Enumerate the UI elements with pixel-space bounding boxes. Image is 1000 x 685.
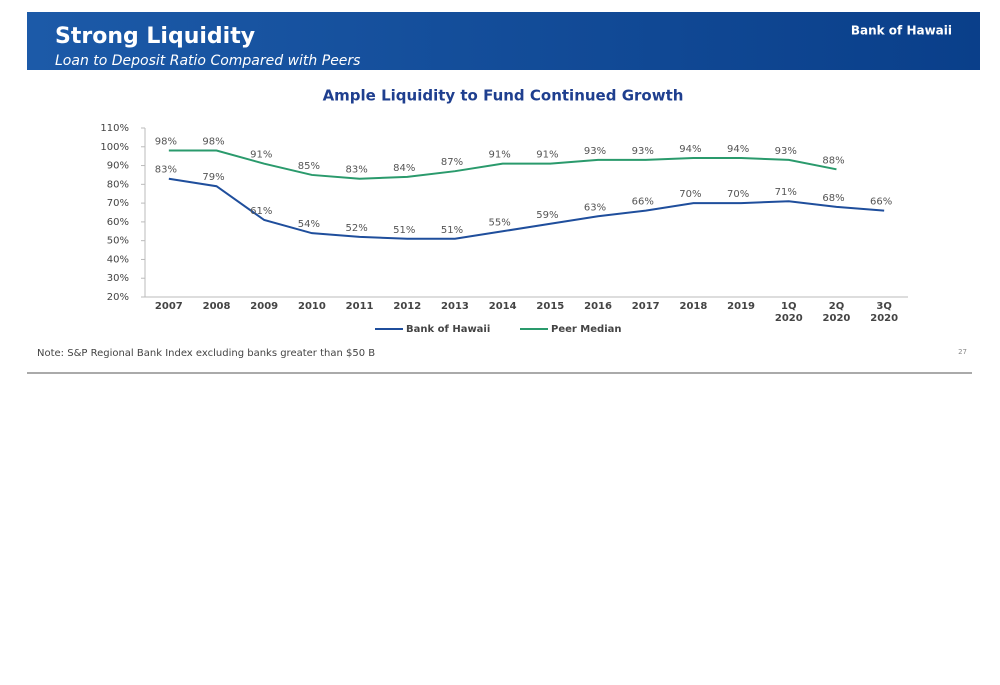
- data-label: 68%: [822, 193, 844, 204]
- note: Note: S&P Regional Bank Index excluding …: [37, 348, 375, 359]
- slide-subtitle: Loan to Deposit Ratio Compared with Peer…: [55, 53, 360, 69]
- x-tick-label: 2013: [441, 301, 469, 312]
- data-label: 98%: [155, 137, 177, 148]
- series-line: [168, 177, 885, 240]
- x-tick-label: 2017: [631, 301, 660, 312]
- y-tick-label: 100%: [100, 142, 129, 153]
- data-label: 88%: [822, 155, 844, 166]
- data-label: 85%: [298, 161, 320, 172]
- data-label: 93%: [632, 146, 654, 157]
- data-label: 83%: [345, 165, 367, 176]
- data-label: 98%: [202, 137, 224, 148]
- data-label: 61%: [250, 206, 272, 217]
- x-tick-label: 3Q 2020: [870, 301, 899, 324]
- x-tick-label: 1Q 2020: [774, 301, 803, 324]
- page-number: 27: [958, 348, 967, 356]
- series-line: [168, 149, 837, 180]
- x-tick-label: 2018: [679, 301, 708, 312]
- data-label: 55%: [489, 217, 511, 228]
- y-tick-label: 90%: [107, 161, 129, 172]
- slide-title: Strong Liquidity: [55, 24, 255, 49]
- chart-title: Ample Liquidity to Fund Continued Growth: [323, 87, 684, 105]
- data-label: 63%: [584, 202, 606, 213]
- x-tick-label: 2016: [584, 301, 612, 312]
- data-label: 71%: [775, 187, 797, 198]
- data-label: 70%: [679, 189, 701, 200]
- data-label: 54%: [298, 219, 320, 230]
- data-label: 59%: [536, 210, 558, 221]
- x-tick-label: 2007: [154, 301, 183, 312]
- x-tick-label: 2Q 2020: [822, 301, 851, 324]
- y-tick-label: 60%: [107, 217, 129, 228]
- data-label: 91%: [250, 150, 272, 161]
- x-tick-label: 2012: [393, 301, 422, 312]
- data-label: 93%: [775, 146, 797, 157]
- legend-label: Peer Median: [551, 324, 622, 335]
- data-label: 66%: [632, 197, 654, 208]
- data-label: 91%: [489, 150, 511, 161]
- x-tick-label: 2010: [297, 301, 326, 312]
- x-tick-label: 2011: [345, 301, 374, 312]
- data-label: 94%: [727, 144, 749, 155]
- y-tick-label: 20%: [107, 292, 129, 303]
- data-label: 52%: [345, 223, 367, 234]
- x-tick-label: 2015: [536, 301, 565, 312]
- x-tick-label: 2019: [727, 301, 756, 312]
- y-tick-label: 40%: [107, 254, 129, 265]
- x-tick-label: 2009: [250, 301, 279, 312]
- data-label: 84%: [393, 163, 415, 174]
- y-tick-label: 110%: [100, 123, 129, 134]
- y-tick-label: 30%: [107, 273, 129, 284]
- data-label: 83%: [155, 165, 177, 176]
- x-tick-label: 2008: [202, 301, 231, 312]
- data-label: 94%: [679, 144, 701, 155]
- data-label: 51%: [441, 225, 463, 236]
- y-tick-label: 80%: [107, 179, 129, 190]
- data-label: 51%: [393, 225, 415, 236]
- header-bar: [27, 12, 980, 70]
- y-tick-label: 50%: [107, 236, 129, 247]
- data-label: 66%: [870, 197, 892, 208]
- data-label: 87%: [441, 157, 463, 168]
- logo: Bank of Hawaii: [851, 24, 952, 38]
- data-label: 70%: [727, 189, 749, 200]
- data-label: 79%: [202, 172, 224, 183]
- data-label: 91%: [536, 150, 558, 161]
- data-label: 93%: [584, 146, 606, 157]
- legend-label: Bank of Hawaii: [406, 324, 490, 335]
- y-tick-label: 70%: [107, 198, 129, 209]
- x-tick-label: 2014: [488, 301, 517, 312]
